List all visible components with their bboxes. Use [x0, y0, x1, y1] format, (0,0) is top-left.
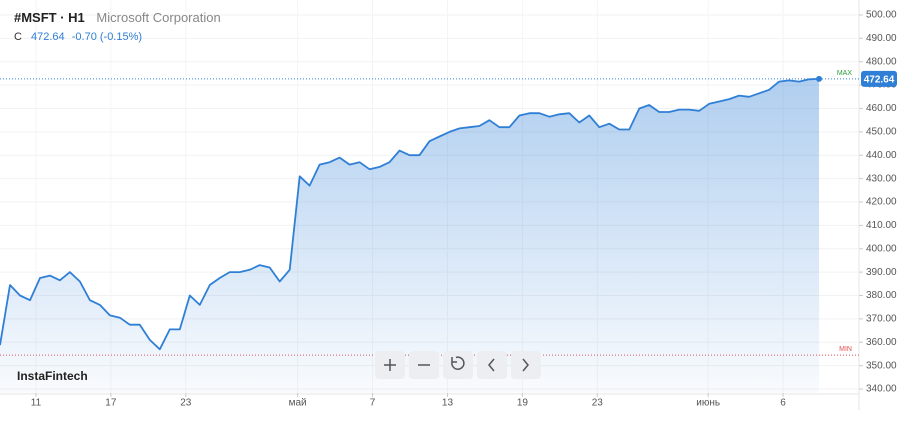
x-tick-label: 19 [517, 398, 529, 409]
y-tick-label: 460.00 [866, 103, 897, 114]
close-price: 472.64 [31, 31, 65, 43]
x-tick-label: 13 [442, 398, 454, 409]
brand-logo: InstaFintech [17, 369, 88, 383]
x-tick-label: 11 [31, 398, 42, 409]
price-change: -0.70 (-0.15%) [71, 31, 143, 43]
plus-icon [384, 359, 396, 371]
scroll-left-button[interactable] [477, 351, 507, 379]
y-tick-label: 390.00 [866, 267, 897, 278]
y-tick-label: 480.00 [866, 56, 897, 67]
x-tick-label: 23 [180, 398, 192, 409]
y-tick-label: 410.00 [866, 220, 897, 231]
x-tick-label: 23 [592, 398, 604, 409]
y-tick-label: 490.00 [866, 33, 897, 44]
left-icon [488, 358, 495, 372]
x-tick-label: май [289, 398, 307, 409]
last-point [816, 75, 823, 82]
x-tick-label: 17 [105, 398, 117, 409]
area [0, 78, 820, 394]
zoom-controls [375, 351, 541, 379]
y-tick-label: 450.00 [866, 126, 897, 137]
x-tick-label: июнь [696, 398, 720, 409]
scroll-right-button[interactable] [511, 351, 541, 379]
y-tick-label: 420.00 [866, 197, 897, 208]
y-tick-label: 360.00 [866, 337, 897, 348]
min-label: MIN [839, 346, 852, 353]
y-tick-label: 500.00 [866, 10, 897, 21]
y-tick-label: 430.00 [866, 173, 897, 184]
x-tick-label: 6 [780, 398, 786, 409]
reset-button[interactable] [443, 351, 473, 379]
x-tick-label: 7 [370, 398, 376, 409]
company-name: Microsoft Corporation [96, 10, 221, 25]
y-tick-label: 340.00 [866, 384, 897, 395]
max-label: MAX [837, 70, 853, 77]
symbol: #MSFT · H1 [14, 10, 85, 25]
header-line-1: #MSFT · H1 Microsoft Corporation [14, 10, 221, 25]
y-tick-label: 380.00 [866, 290, 897, 301]
y-tick-label: 350.00 [866, 360, 897, 371]
y-tick-label: 440.00 [866, 150, 897, 161]
price-tag-label: 472.64 [864, 75, 895, 86]
y-tick-label: 400.00 [866, 243, 897, 254]
close-label: C [14, 31, 22, 43]
header-line-2: C 472.64 -0.70 (-0.15%) [14, 31, 142, 43]
right-icon [522, 358, 529, 372]
price-line [0, 78, 820, 351]
reset-icon [451, 356, 465, 370]
price-tag [861, 70, 897, 87]
y-tick-label: 370.00 [866, 314, 897, 325]
